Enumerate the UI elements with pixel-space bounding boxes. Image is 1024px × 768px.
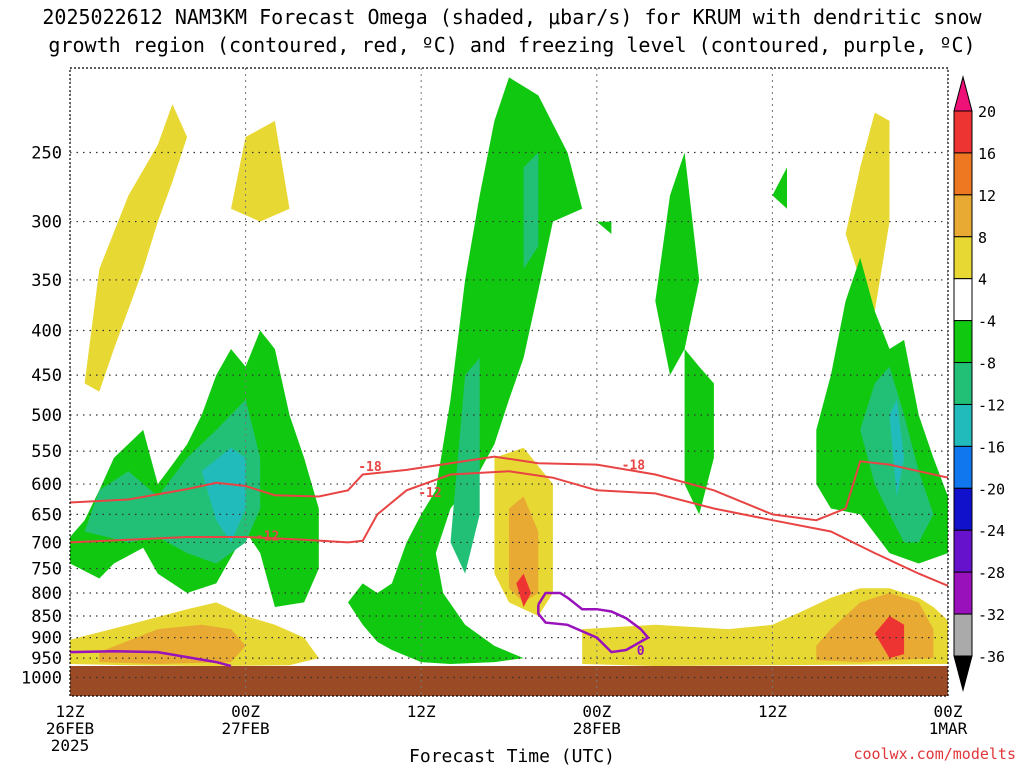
dgz-label-18-b: -18 — [622, 459, 646, 474]
colorbar-band-10 — [953, 487, 973, 531]
y-tick-label-600: 600 — [31, 475, 62, 495]
omega-region-12 — [772, 167, 787, 209]
colorbar-label-3: 8 — [978, 229, 987, 247]
x-tick-date-0: 26FEB — [46, 719, 94, 738]
omega-region-17 — [509, 496, 539, 603]
colorbar-band-4 — [953, 236, 973, 280]
terrain-band — [70, 665, 948, 696]
colorbar-label-6: -8 — [978, 355, 996, 373]
freezing-level-contour-0 — [70, 650, 232, 668]
colorbar-label-1: 16 — [978, 145, 996, 163]
dgz-label-18-a: -18 — [358, 460, 382, 475]
freezing-level-contour-1 — [537, 591, 650, 654]
y-tick-label-450: 450 — [31, 366, 62, 386]
y-tick-label-550: 550 — [31, 442, 62, 462]
colorbar-label-11: -28 — [978, 564, 1005, 582]
colorbar-label-12: -32 — [978, 606, 1005, 624]
dgz-label-12-a: -12 — [256, 529, 279, 544]
dgz-contour--18 — [70, 455, 948, 522]
colorbar-band-12 — [953, 571, 973, 615]
x-tick-label-0: 12Z — [56, 702, 85, 721]
omega-region-18 — [516, 573, 531, 607]
omega-region-10 — [655, 152, 700, 376]
colorbar-label-8: -16 — [978, 438, 1005, 456]
x-tick-date-5: 1MAR — [929, 719, 968, 738]
omega-region-22 — [816, 593, 934, 663]
colorbar-band-9 — [953, 445, 973, 489]
y-tick-label-750: 750 — [31, 560, 62, 580]
colorbar-label-2: 12 — [978, 187, 996, 205]
plot-area: -18 -18 -12 -12 0 — [70, 68, 948, 696]
x-tick-label-4: 12Z — [758, 702, 787, 721]
x-tick-label-5: 00Z — [934, 702, 963, 721]
y-tick-label-300: 300 — [31, 213, 62, 233]
omega-region-20 — [99, 624, 246, 664]
y-tick-label-650: 650 — [31, 505, 62, 525]
colorbar-label-10: -24 — [978, 522, 1005, 540]
omega-region-5 — [845, 112, 890, 312]
omega-region-7 — [450, 357, 480, 574]
omega-region-3 — [84, 104, 188, 392]
omega-region-8 — [523, 152, 539, 269]
colorbar-top-arrow — [953, 75, 973, 112]
y-tick-label-1000: 1000 — [21, 669, 62, 689]
x-tick-label-1: 00Z — [231, 702, 260, 721]
omega-region-1 — [84, 399, 261, 564]
colorbar-band-5 — [953, 278, 973, 322]
x-tick-date-1: 27FEB — [222, 719, 270, 738]
colorbar-label-7: -12 — [978, 396, 1005, 414]
colorbar-bottom-arrow — [953, 655, 973, 692]
y-tick-label-700: 700 — [31, 533, 62, 553]
omega-region-11 — [684, 349, 714, 515]
colorbar-band-6 — [953, 320, 973, 364]
omega-region-4 — [231, 120, 290, 222]
colorbar-label-9: -20 — [978, 480, 1005, 498]
omega-region-2 — [201, 447, 246, 543]
colorbar-band-2 — [953, 152, 973, 196]
colorbar-label-4: 4 — [978, 271, 987, 289]
y-tick-label-950: 950 — [31, 649, 62, 669]
y-tick-label-800: 800 — [31, 584, 62, 604]
y-tick-label-850: 850 — [31, 607, 62, 627]
credit-text: coolwx.com/modelts — [853, 745, 1016, 763]
y-tick-label-350: 350 — [31, 271, 62, 291]
freezing-level-label: 0 — [637, 644, 645, 659]
chart-title-line-1: 2025022612 NAM3KM Forecast Omega (shaded… — [42, 5, 982, 29]
colorbar-band-7 — [953, 362, 973, 405]
x-tick-label-2: 12Z — [407, 702, 436, 721]
x-axis-title: Forecast Time (UTC) — [409, 746, 615, 767]
y-tick-label-900: 900 — [31, 629, 62, 649]
colorbar-band-11 — [953, 529, 973, 573]
dgz-label-12-b: -12 — [418, 486, 441, 501]
omega-region-15 — [889, 399, 905, 497]
colorbar-band-8 — [953, 403, 973, 447]
colorbar-label-0: 20 — [978, 103, 996, 121]
y-tick-label-250: 250 — [31, 144, 62, 164]
dgz-contour--12 — [70, 470, 948, 587]
colorbar-band-3 — [953, 194, 973, 238]
colorbar-band-13 — [953, 613, 973, 657]
y-tick-label-400: 400 — [31, 322, 62, 342]
colorbar-label-5: -4 — [978, 313, 996, 331]
colorbar-band-1 — [953, 110, 973, 154]
x-tick-date-3: 28FEB — [573, 719, 621, 738]
plot-frame — [69, 67, 949, 697]
y-tick-label-500: 500 — [31, 406, 62, 426]
x-tick-label-3: 00Z — [582, 702, 611, 721]
colorbar-label-13: -36 — [978, 648, 1005, 666]
omega-region-9 — [596, 221, 627, 234]
x-tick-year-0: 2025 — [51, 736, 90, 755]
chart-title-line-2: growth region (contoured, red, ºC) and f… — [48, 33, 976, 57]
